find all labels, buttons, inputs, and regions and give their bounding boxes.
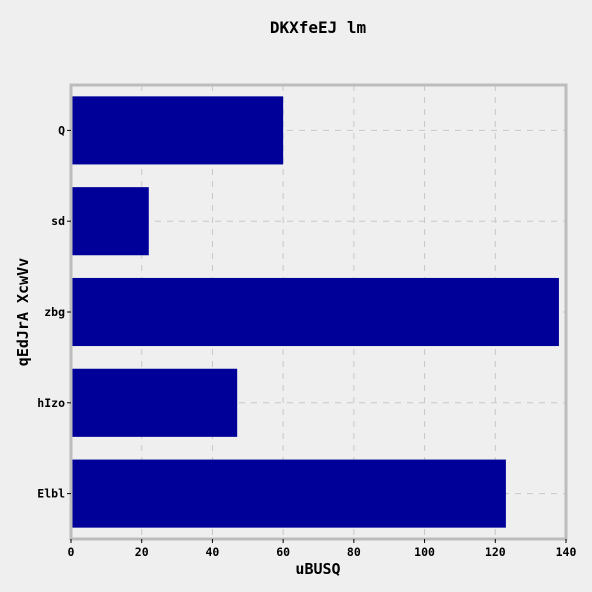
y-tick-label-sd: sd [51, 214, 65, 228]
y-tick-label-zbg: zbg [44, 305, 65, 319]
y-tick-label-Q: Q [58, 123, 65, 137]
x-tick-label-140: 140 [556, 545, 577, 559]
chart-title: DKXfeEJ lm [270, 18, 367, 37]
x-tick-label-60: 60 [276, 545, 290, 559]
bar-zbg [71, 277, 559, 347]
plot-area: 0 20 40 60 80 100 120 140 Qsd zbg hIzo Elbl [37, 83, 577, 559]
bar-Elbl [71, 459, 506, 528]
x-tick-label-80: 80 [347, 545, 361, 559]
x-tick-label-100: 100 [414, 545, 435, 559]
bar-hIzo [71, 368, 238, 437]
x-tick-label-20: 20 [135, 545, 149, 559]
bar-Q [71, 96, 284, 165]
y-tick-label-Elbl: Elbl [37, 487, 65, 501]
x-tick-label-40: 40 [205, 545, 219, 559]
x-tick-label-0: 0 [68, 545, 75, 559]
x-axis-label: uBUSQ [295, 560, 340, 578]
x-tick-label-120: 120 [485, 545, 506, 559]
y-tick-label-hIzo: hIzo [37, 396, 65, 410]
bar-sd [71, 187, 149, 256]
y-axis-label: qEdJrA XcwVv [14, 258, 32, 366]
